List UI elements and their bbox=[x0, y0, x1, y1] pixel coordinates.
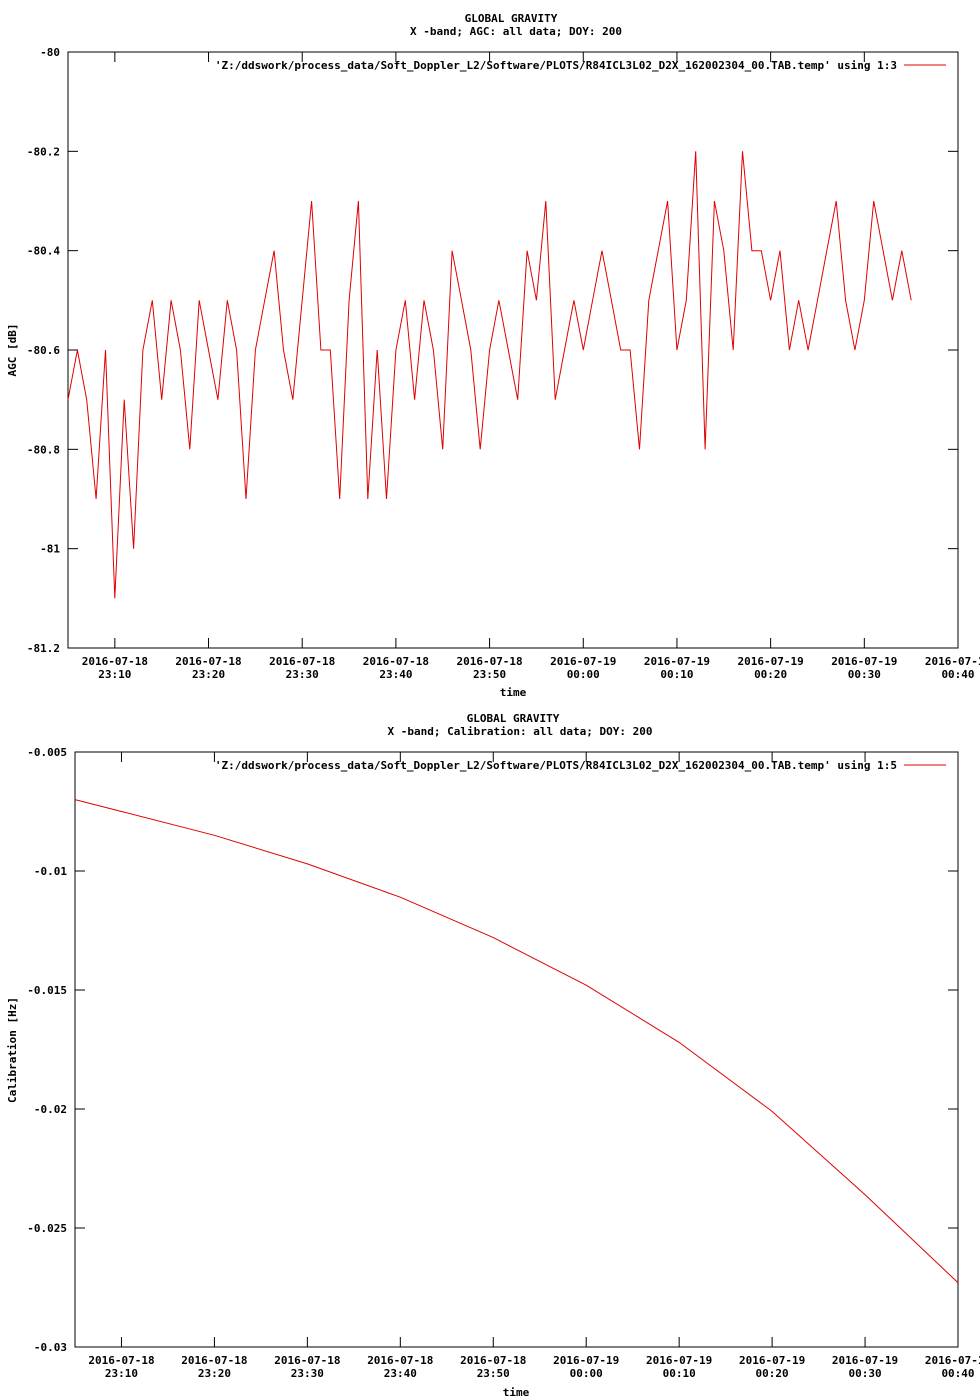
plot-frame bbox=[74, 751, 959, 1348]
x-tick-date-label: 2016-07-19 bbox=[646, 1354, 712, 1367]
x-tick-time-label: 23:20 bbox=[192, 668, 225, 681]
y-tick-label: -80.8 bbox=[27, 443, 60, 456]
legend-label: 'Z:/ddswork/process_data/Soft_Doppler_L2… bbox=[215, 759, 897, 772]
y-tick-label: -80.4 bbox=[27, 245, 60, 258]
x-tick-time-label: 00:10 bbox=[663, 1367, 696, 1380]
x-tick-time-label: 23:40 bbox=[379, 668, 412, 681]
x-tick-date-label: 2016-07-19 bbox=[925, 1354, 980, 1367]
x-axis-label: time bbox=[500, 686, 527, 699]
x-tick-time-label: 00:20 bbox=[754, 668, 787, 681]
y-tick-label: -0.025 bbox=[27, 1222, 67, 1235]
x-tick-date-label: 2016-07-19 bbox=[738, 655, 804, 668]
x-tick-date-label: 2016-07-19 bbox=[550, 655, 616, 668]
legend-label: 'Z:/ddswork/process_data/Soft_Doppler_L2… bbox=[215, 59, 897, 72]
y-axis-label: AGC [dB] bbox=[6, 324, 19, 377]
y-tick-label: -80.2 bbox=[27, 145, 60, 158]
chart-subtitle: X -band; AGC: all data; DOY: 200 bbox=[410, 25, 622, 38]
y-tick-label: -0.005 bbox=[27, 746, 67, 759]
x-tick-date-label: 2016-07-18 bbox=[460, 1354, 526, 1367]
calibration-chart: GLOBAL GRAVITY X -band; Calibration: all… bbox=[6, 712, 980, 1399]
x-tick-time-label: 23:30 bbox=[291, 1367, 324, 1380]
chart-title: GLOBAL GRAVITY bbox=[467, 712, 560, 725]
y-tick-label: -81.2 bbox=[27, 642, 60, 655]
x-tick-time-label: 00:20 bbox=[756, 1367, 789, 1380]
x-tick-date-label: 2016-07-18 bbox=[181, 1354, 247, 1367]
x-tick-time-label: 00:30 bbox=[848, 668, 881, 681]
x-tick-date-label: 2016-07-18 bbox=[269, 655, 335, 668]
y-tick-label: -81 bbox=[40, 543, 60, 556]
x-tick-date-label: 2016-07-19 bbox=[832, 1354, 898, 1367]
chart-subtitle: X -band; Calibration: all data; DOY: 200 bbox=[388, 725, 653, 738]
y-tick-label: -0.01 bbox=[34, 865, 67, 878]
x-tick-time-label: 00:40 bbox=[941, 1367, 974, 1380]
x-tick-time-label: 23:30 bbox=[286, 668, 319, 681]
x-tick-time-label: 00:00 bbox=[570, 1367, 603, 1380]
x-tick-time-label: 23:40 bbox=[384, 1367, 417, 1380]
x-tick-time-label: 23:10 bbox=[98, 668, 131, 681]
y-tick-label: -0.03 bbox=[34, 1341, 67, 1354]
y-axis-ticks: -80 -80.2 -80.4 -80.6 -80.8 -81 -81.2 bbox=[27, 46, 958, 655]
x-tick-date-label: 2016-07-18 bbox=[363, 655, 429, 668]
x-axis-label: time bbox=[503, 1386, 530, 1399]
x-tick-date-label: 2016-07-18 bbox=[175, 655, 241, 668]
x-tick-time-label: 23:50 bbox=[477, 1367, 510, 1380]
x-tick-time-label: 23:10 bbox=[105, 1367, 138, 1380]
x-tick-time-label: 00:30 bbox=[848, 1367, 881, 1380]
x-tick-time-label: 00:40 bbox=[941, 668, 974, 681]
x-tick-date-label: 2016-07-18 bbox=[367, 1354, 433, 1367]
x-tick-time-label: 23:50 bbox=[473, 668, 506, 681]
x-tick-date-label: 2016-07-19 bbox=[925, 655, 980, 668]
x-tick-date-label: 2016-07-19 bbox=[553, 1354, 619, 1367]
agc-series-line bbox=[67, 151, 912, 599]
x-axis-ticks: 2016-07-1823:102016-07-1823:202016-07-18… bbox=[82, 52, 980, 681]
y-tick-label: -0.02 bbox=[34, 1103, 67, 1116]
x-tick-date-label: 2016-07-18 bbox=[88, 1354, 154, 1367]
legend: 'Z:/ddswork/process_data/Soft_Doppler_L2… bbox=[215, 759, 946, 772]
x-tick-date-label: 2016-07-18 bbox=[82, 655, 148, 668]
x-tick-date-label: 2016-07-19 bbox=[739, 1354, 805, 1367]
x-tick-date-label: 2016-07-18 bbox=[456, 655, 522, 668]
x-tick-date-label: 2016-07-18 bbox=[274, 1354, 340, 1367]
x-tick-date-label: 2016-07-19 bbox=[644, 655, 710, 668]
y-axis-ticks: -0.005 -0.01 -0.015 -0.02 -0.025 -0.03 bbox=[27, 746, 958, 1354]
y-tick-label: -80.6 bbox=[27, 344, 60, 357]
x-tick-time-label: 23:20 bbox=[198, 1367, 231, 1380]
y-tick-label: -0.015 bbox=[27, 984, 67, 997]
calibration-series-line bbox=[74, 799, 959, 1284]
x-tick-time-label: 00:00 bbox=[567, 668, 600, 681]
x-axis-ticks: 2016-07-1823:102016-07-1823:202016-07-18… bbox=[88, 752, 980, 1380]
y-tick-label: -80 bbox=[40, 46, 60, 59]
x-tick-time-label: 00:10 bbox=[660, 668, 693, 681]
agc-chart: GLOBAL GRAVITY X -band; AGC: all data; D… bbox=[6, 12, 980, 699]
chart-title: GLOBAL GRAVITY bbox=[465, 12, 558, 25]
x-tick-date-label: 2016-07-19 bbox=[831, 655, 897, 668]
plot-frame bbox=[67, 51, 959, 649]
legend: 'Z:/ddswork/process_data/Soft_Doppler_L2… bbox=[215, 59, 946, 72]
y-axis-label: Calibration [Hz] bbox=[6, 997, 19, 1103]
